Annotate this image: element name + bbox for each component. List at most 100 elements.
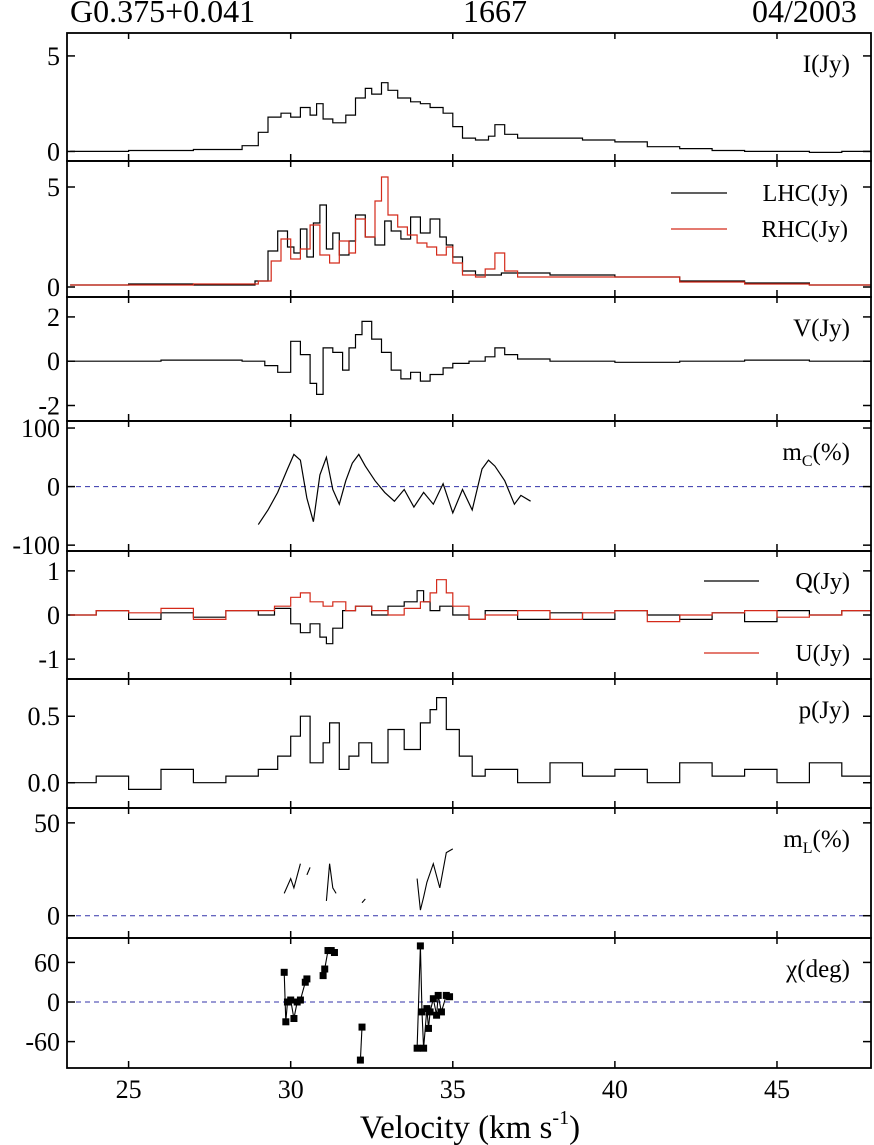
y-tick-label: 0.0 xyxy=(28,769,61,798)
source-name: G0.375+0.041 xyxy=(70,0,256,29)
panel-label: I(Jy) xyxy=(803,51,850,78)
data-point xyxy=(418,1008,426,1016)
series-line-p xyxy=(70,697,871,790)
panel-chi: -60 0 60 χ(deg) xyxy=(25,937,872,1069)
data-segment xyxy=(306,867,311,876)
panel-frame xyxy=(66,937,872,1069)
y-tick-label: 50 xyxy=(34,809,60,838)
data-segment xyxy=(325,863,337,901)
panel-frame xyxy=(66,678,872,809)
panel-label-end: (%) xyxy=(813,826,850,853)
series-line-v xyxy=(70,320,871,395)
panel-qu: -1 0 1 Q(Jy) U(Jy) xyxy=(38,550,872,680)
y-tick-label: 100 xyxy=(21,414,60,443)
y-tick-label: 60 xyxy=(34,948,60,977)
series-line-mc xyxy=(257,453,531,525)
y-tick-label: 0 xyxy=(47,473,60,502)
x-tick-label: 25 xyxy=(116,1075,142,1104)
data-point xyxy=(319,972,327,980)
x-axis-title-sup: -1 xyxy=(552,1107,569,1129)
data-point xyxy=(437,1008,445,1016)
y-tick-label: 1 xyxy=(47,557,60,586)
data-point xyxy=(358,1023,366,1031)
panel-frame xyxy=(66,32,872,162)
data-point xyxy=(434,991,442,999)
data-point xyxy=(413,1044,421,1052)
panel-label-end: (%) xyxy=(813,439,850,466)
epoch-label: 04/2003 xyxy=(752,0,857,29)
data-segment xyxy=(359,1027,363,1061)
legend-label: U(Jy) xyxy=(795,641,850,667)
series-line-q-jy xyxy=(70,590,871,645)
y-tick-label: 0 xyxy=(47,601,60,630)
panel-label: mL(%) xyxy=(783,826,850,857)
panel-label: p(Jy) xyxy=(799,697,850,724)
legend-label: RHC(Jy) xyxy=(761,217,848,243)
panel-label-main: χ(deg) xyxy=(785,956,850,983)
data-point xyxy=(282,1018,290,1026)
panel-frame xyxy=(66,160,872,298)
y-tick-label: 0.5 xyxy=(28,702,61,731)
panel-label: V(Jy) xyxy=(793,315,850,342)
panel-label-main: m xyxy=(782,439,802,466)
panel-v: -2 0 2 V(Jy) xyxy=(38,296,872,422)
plot-area xyxy=(70,579,871,645)
data-point xyxy=(429,995,437,1003)
data-point xyxy=(280,968,288,976)
panel-label: χ(deg) xyxy=(785,956,850,983)
y-tick-label: -1 xyxy=(38,645,60,674)
data-point xyxy=(296,996,304,1004)
y-tick-label: -60 xyxy=(25,1028,60,1057)
x-tick-label: 40 xyxy=(602,1075,628,1104)
series-line-rhc-jy xyxy=(70,176,871,286)
x-axis-title: Velocity (km s-1) xyxy=(360,1107,580,1145)
panel-frame xyxy=(66,296,872,422)
data-point xyxy=(303,975,311,983)
plot-area xyxy=(70,176,871,286)
data-point xyxy=(330,949,338,957)
plot-area xyxy=(70,82,871,153)
x-tick-label: 35 xyxy=(440,1075,466,1104)
panel-i: 0 5 I(Jy) xyxy=(47,32,872,166)
data-point xyxy=(424,1024,432,1032)
panel-lhc_rhc: 0 5 LHC(Jy) RHC(Jy) xyxy=(47,160,872,302)
y-tick-label: 5 xyxy=(47,42,60,71)
panel-label-main: p(Jy) xyxy=(799,697,850,724)
y-tick-label: -2 xyxy=(38,392,60,421)
plot-area xyxy=(70,320,871,395)
x-axis-title-end: ) xyxy=(569,1110,580,1145)
series-line-i xyxy=(70,82,871,153)
data-point xyxy=(433,1011,441,1019)
y-tick-label: 0 xyxy=(47,273,60,302)
y-tick-label: 0 xyxy=(47,137,60,166)
panel-label-main: I(Jy) xyxy=(803,51,850,78)
data-point xyxy=(420,1044,428,1052)
y-tick-label: 0 xyxy=(47,347,60,376)
panel-label-sub: L xyxy=(803,840,813,857)
panel-label-sub: C xyxy=(802,453,813,470)
data-point xyxy=(321,965,329,973)
data-point xyxy=(446,993,454,1001)
data-segment xyxy=(416,848,454,911)
panel-label: mC(%) xyxy=(782,439,850,470)
data-point xyxy=(287,996,295,1004)
y-tick-label: -100 xyxy=(12,531,60,560)
plot-area xyxy=(280,942,454,1064)
data-segment xyxy=(361,898,366,904)
x-axis-title-main: Velocity (km s xyxy=(360,1110,552,1145)
transition-label: 1667 xyxy=(463,0,527,29)
panel-label-main: m xyxy=(783,826,803,853)
series-line-lhc-jy xyxy=(70,204,871,286)
panel-frame xyxy=(66,807,872,939)
data-segment xyxy=(283,863,301,894)
y-tick-label: 0 xyxy=(47,902,60,931)
y-tick-label: 0 xyxy=(47,988,60,1017)
data-point xyxy=(416,942,424,950)
x-tick-label: 30 xyxy=(278,1075,304,1104)
panel-frame xyxy=(66,420,872,552)
x-tick-label: 45 xyxy=(764,1075,790,1104)
plot-area xyxy=(70,697,871,790)
data-point xyxy=(356,1056,364,1064)
data-point xyxy=(290,1015,298,1023)
